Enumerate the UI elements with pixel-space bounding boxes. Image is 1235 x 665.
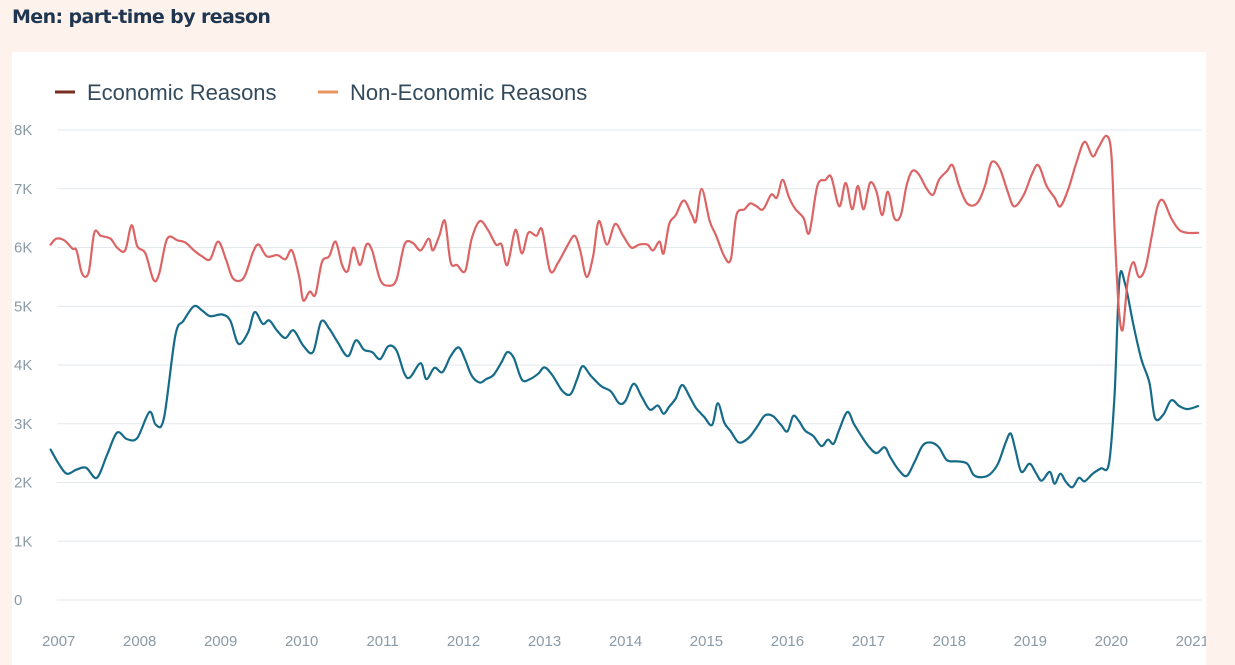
y-tick-label: 3K: [14, 416, 32, 433]
x-tick-label: 2014: [609, 633, 642, 650]
x-tick-label: 2019: [1014, 633, 1047, 650]
x-tick-label: 2013: [528, 633, 561, 650]
x-tick-label: 2016: [771, 633, 804, 650]
series-line-non-economic: [49, 134, 1200, 332]
legend-item-non-economic[interactable]: Non-Economic Reasons: [318, 80, 587, 105]
x-axis-ticks: 2007 2008 2009 2010 2011 2012 2013 2014 2015 2016…: [42, 633, 1206, 650]
y-tick-label: 2K: [14, 475, 32, 492]
legend-label-economic: Economic Reasons: [87, 80, 277, 105]
x-tick-label: 2015: [690, 633, 723, 650]
y-tick-label: 1K: [14, 533, 32, 550]
y-tick-label: 5K: [14, 298, 32, 315]
x-tick-label: 2008: [123, 633, 156, 650]
y-tick-label: 4K: [14, 357, 32, 374]
x-tick-label: 2010: [285, 633, 318, 650]
x-tick-label: 2017: [852, 633, 885, 650]
x-tick-label: 2009: [204, 633, 237, 650]
x-tick-label: 2018: [933, 633, 966, 650]
x-tick-label: 2012: [447, 633, 480, 650]
x-tick-label: 2020: [1095, 633, 1128, 650]
chart-panel: 0 1K 2K 3K 4K 5K 6K 7K 8K 2007 2008 2009 2010 2011 20…: [12, 52, 1206, 665]
y-tick-label: 6K: [14, 240, 32, 257]
legend-item-economic[interactable]: Economic Reasons: [55, 80, 277, 105]
legend-label-non-economic: Non-Economic Reasons: [350, 80, 587, 105]
y-tick-label: 8K: [14, 122, 32, 139]
legend[interactable]: Economic Reasons Non-Economic Reasons: [55, 80, 587, 105]
y-tick-label: 7K: [14, 181, 32, 198]
gridlines: [57, 129, 1202, 601]
x-tick-label: 2011: [366, 633, 398, 650]
x-tick-label: 2021: [1176, 633, 1206, 650]
series-line-economic: [49, 269, 1200, 489]
y-axis-ticks: 0 1K 2K 3K 4K 5K 6K 7K 8K: [14, 122, 32, 609]
x-tick-label: 2007: [42, 633, 75, 650]
y-tick-label: 0: [14, 592, 22, 609]
chart-title: Men: part-time by reason: [12, 6, 271, 28]
series-lines: [49, 134, 1200, 489]
